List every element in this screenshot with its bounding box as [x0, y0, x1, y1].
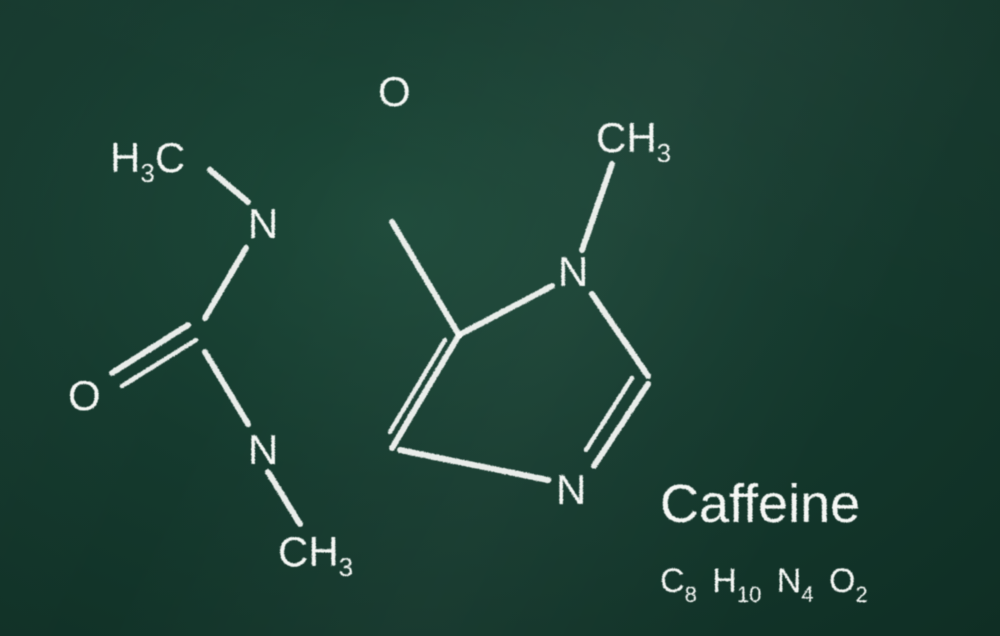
atom-oxygen: O [68, 372, 101, 419]
bond-double [390, 340, 445, 432]
bond [112, 325, 188, 373]
bond [392, 335, 459, 448]
methyl-group: H3C [110, 134, 185, 188]
molecular-formula: C8 H10 N4 O2 [660, 562, 868, 610]
atom-nitrogen: N [556, 466, 586, 513]
methyl-group: CH3 [596, 114, 671, 168]
bond [210, 170, 248, 202]
bond [582, 164, 612, 250]
compound-name: Caffeine [660, 474, 860, 534]
bond [205, 352, 248, 424]
bond [459, 286, 552, 335]
methyl-group: CH3 [278, 528, 353, 582]
bond [268, 472, 300, 524]
bond [392, 222, 459, 335]
caffeine-structure-diagram: O O N N N N H3C CH3 CH3 Caffeine C8 H10 … [0, 0, 1000, 636]
atom-oxygen: O [378, 68, 411, 115]
atom-nitrogen: N [558, 248, 588, 295]
atom-nitrogen: N [248, 200, 278, 247]
atom-nitrogen: N [248, 426, 278, 473]
bond [400, 450, 548, 480]
chalkboard: O O N N N N H3C CH3 CH3 Caffeine C8 H10 … [0, 0, 1000, 636]
bond [592, 294, 648, 376]
bond [205, 248, 246, 318]
